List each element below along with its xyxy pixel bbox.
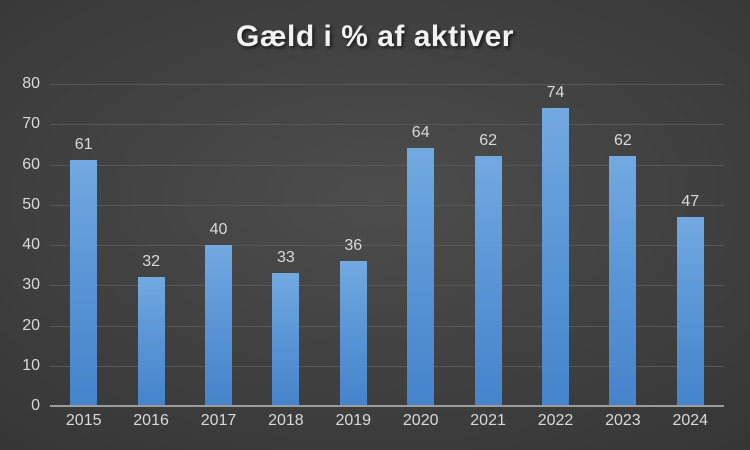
- x-tick-label: 2019: [335, 412, 372, 429]
- y-tick-label: 60: [22, 155, 40, 173]
- x-tick-label: 2022: [537, 412, 574, 429]
- bar-2015: [70, 160, 98, 406]
- gridline: [50, 365, 724, 367]
- bar-value-label: 32: [142, 253, 160, 271]
- gridline: [50, 84, 724, 85]
- bar-2023: [609, 156, 637, 406]
- x-tick-label: 2016: [133, 412, 169, 429]
- bar-value-label: 74: [546, 84, 565, 102]
- bar-2022: [542, 108, 569, 406]
- bar-value-label: 47: [681, 192, 700, 210]
- bar-2017: [205, 245, 232, 406]
- bar-2019: [339, 261, 367, 406]
- x-tick-label: 2017: [200, 412, 237, 429]
- gridline: [50, 245, 724, 246]
- y-tick-label: 20: [22, 316, 40, 334]
- bar-2021: [474, 156, 502, 406]
- x-tick-label: 2024: [672, 412, 709, 429]
- y-tick-label: 40: [22, 236, 40, 253]
- bar-2020: [407, 148, 435, 406]
- y-tick-label: 30: [22, 276, 40, 294]
- bar-value-label: 62: [613, 132, 632, 150]
- y-tick-label: 50: [22, 195, 40, 213]
- gridline: [50, 325, 724, 327]
- y-tick-label: 0: [31, 397, 40, 414]
- y-tick-label: 70: [22, 115, 40, 133]
- bar-2016: [137, 277, 165, 406]
- gridline: [50, 124, 724, 126]
- x-tick-label: 2015: [65, 412, 102, 429]
- bar-2024: [676, 216, 704, 406]
- y-tick-label: 10: [22, 356, 40, 374]
- x-axis-category-labels: 2015 2016 2017 2018 2019 2020 2021 2022 2023 2024: [50, 412, 724, 436]
- bar-2018: [272, 273, 300, 406]
- x-tick-label: 2018: [268, 412, 304, 429]
- x-axis-line: [50, 405, 724, 407]
- bar-value-label: 61: [74, 136, 93, 154]
- y-tick-label: 80: [22, 75, 40, 92]
- bar-value-label: 64: [411, 124, 430, 142]
- bar-value-label: 36: [344, 237, 363, 255]
- plot-area: 61 32 40 33 36 64 62 74 62 47: [50, 84, 724, 407]
- x-tick-label: 2023: [605, 412, 641, 429]
- bar-value-label: 62: [479, 132, 497, 150]
- x-tick-label: 2020: [402, 412, 439, 429]
- bar-value-label: 40: [209, 221, 228, 238]
- gridline: [50, 164, 724, 166]
- chart-title: Gæld i % af aktiver: [236, 20, 514, 53]
- y-axis-tick-labels: 0 10 20 30 40 50 60 70 80: [0, 75, 40, 414]
- bar-value-label: 33: [276, 249, 295, 267]
- gridline: [50, 204, 724, 206]
- gridline: [50, 285, 724, 287]
- x-tick-label: 2021: [470, 412, 506, 429]
